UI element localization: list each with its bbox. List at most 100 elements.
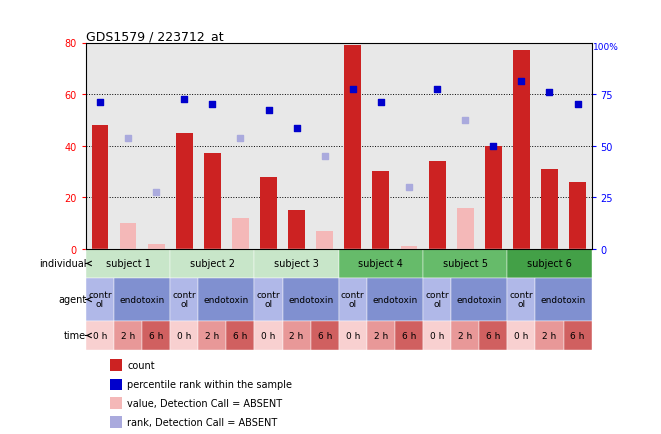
Text: 2 h: 2 h	[458, 331, 473, 340]
Bar	[508, 249, 592, 278]
Text: contr
ol: contr ol	[256, 291, 280, 309]
Bar	[171, 249, 254, 278]
Point	[488, 143, 498, 150]
Text: subject 5: subject 5	[443, 259, 488, 269]
Text: 2 h: 2 h	[205, 331, 219, 340]
Bar	[171, 278, 198, 321]
Text: subject 1: subject 1	[106, 259, 151, 269]
Text: rank, Detection Call = ABSENT: rank, Detection Call = ABSENT	[128, 417, 278, 427]
Text: endotoxin: endotoxin	[204, 295, 249, 304]
Text: 0 h: 0 h	[514, 331, 529, 340]
Bar	[86, 249, 171, 278]
Bar	[110, 416, 122, 428]
Bar	[485, 146, 502, 249]
Bar	[479, 321, 508, 350]
Bar	[120, 224, 136, 249]
Point	[319, 153, 330, 160]
Point	[95, 99, 105, 106]
Point	[544, 89, 555, 96]
Point	[516, 79, 527, 85]
Bar	[338, 278, 367, 321]
Text: contr
ol: contr ol	[173, 291, 196, 309]
Text: 6 h: 6 h	[402, 331, 416, 340]
Bar	[535, 321, 564, 350]
Bar	[338, 249, 423, 278]
Bar	[283, 321, 311, 350]
Bar	[114, 278, 171, 321]
Text: endotoxin: endotoxin	[372, 295, 418, 304]
Text: subject 4: subject 4	[358, 259, 403, 269]
Bar	[254, 321, 283, 350]
Bar	[317, 231, 333, 249]
Bar	[114, 321, 142, 350]
Text: contr
ol: contr ol	[341, 291, 365, 309]
Bar	[508, 278, 535, 321]
Bar	[142, 321, 171, 350]
Text: 0 h: 0 h	[346, 331, 360, 340]
Bar	[260, 177, 277, 249]
Bar	[171, 321, 198, 350]
Text: time: time	[64, 331, 86, 341]
Text: 0 h: 0 h	[261, 331, 276, 340]
Point	[151, 189, 161, 196]
Text: 6 h: 6 h	[317, 331, 332, 340]
Bar	[569, 182, 586, 249]
Text: GDS1579 / 223712_at: GDS1579 / 223712_at	[86, 30, 223, 43]
Text: contr
ol: contr ol	[425, 291, 449, 309]
Point	[460, 117, 471, 124]
Bar	[541, 170, 558, 249]
Point	[348, 86, 358, 93]
Bar	[232, 218, 249, 249]
Bar	[254, 249, 339, 278]
Bar	[311, 321, 339, 350]
Text: 2 h: 2 h	[121, 331, 136, 340]
Bar	[564, 321, 592, 350]
Bar	[86, 278, 114, 321]
Text: percentile rank within the sample: percentile rank within the sample	[128, 379, 292, 389]
Text: 0 h: 0 h	[93, 331, 107, 340]
Bar	[423, 321, 451, 350]
Bar	[254, 278, 283, 321]
Text: contr
ol: contr ol	[510, 291, 533, 309]
Text: 0 h: 0 h	[430, 331, 444, 340]
Bar	[423, 278, 451, 321]
Text: 0 h: 0 h	[177, 331, 192, 340]
Text: value, Detection Call = ABSENT: value, Detection Call = ABSENT	[128, 398, 282, 408]
Point	[375, 99, 386, 106]
Bar	[226, 321, 254, 350]
Bar	[513, 51, 530, 249]
Point	[572, 102, 583, 108]
Bar	[373, 172, 389, 249]
Point	[432, 86, 442, 93]
Point	[235, 135, 246, 142]
Point	[263, 107, 274, 114]
Text: endotoxin: endotoxin	[288, 295, 333, 304]
Point	[207, 102, 217, 108]
Text: count: count	[128, 360, 155, 370]
Text: 6 h: 6 h	[570, 331, 585, 340]
Bar	[367, 278, 423, 321]
Text: agent: agent	[58, 295, 86, 305]
Bar	[91, 126, 108, 249]
Text: endotoxin: endotoxin	[541, 295, 586, 304]
Bar	[110, 398, 122, 409]
Text: subject 3: subject 3	[274, 259, 319, 269]
Bar	[508, 321, 535, 350]
Text: endotoxin: endotoxin	[457, 295, 502, 304]
Bar	[401, 247, 418, 249]
Text: subject 2: subject 2	[190, 259, 235, 269]
Bar	[288, 210, 305, 249]
Text: 2 h: 2 h	[290, 331, 304, 340]
Bar	[395, 321, 423, 350]
Bar	[457, 208, 473, 249]
Bar	[428, 162, 446, 249]
Bar	[176, 134, 193, 249]
Bar	[283, 278, 338, 321]
Bar	[451, 278, 508, 321]
Bar	[110, 379, 122, 390]
Text: 2 h: 2 h	[373, 331, 388, 340]
Text: individual: individual	[39, 259, 86, 269]
Text: 6 h: 6 h	[486, 331, 500, 340]
Bar	[451, 321, 479, 350]
Point	[292, 125, 302, 132]
